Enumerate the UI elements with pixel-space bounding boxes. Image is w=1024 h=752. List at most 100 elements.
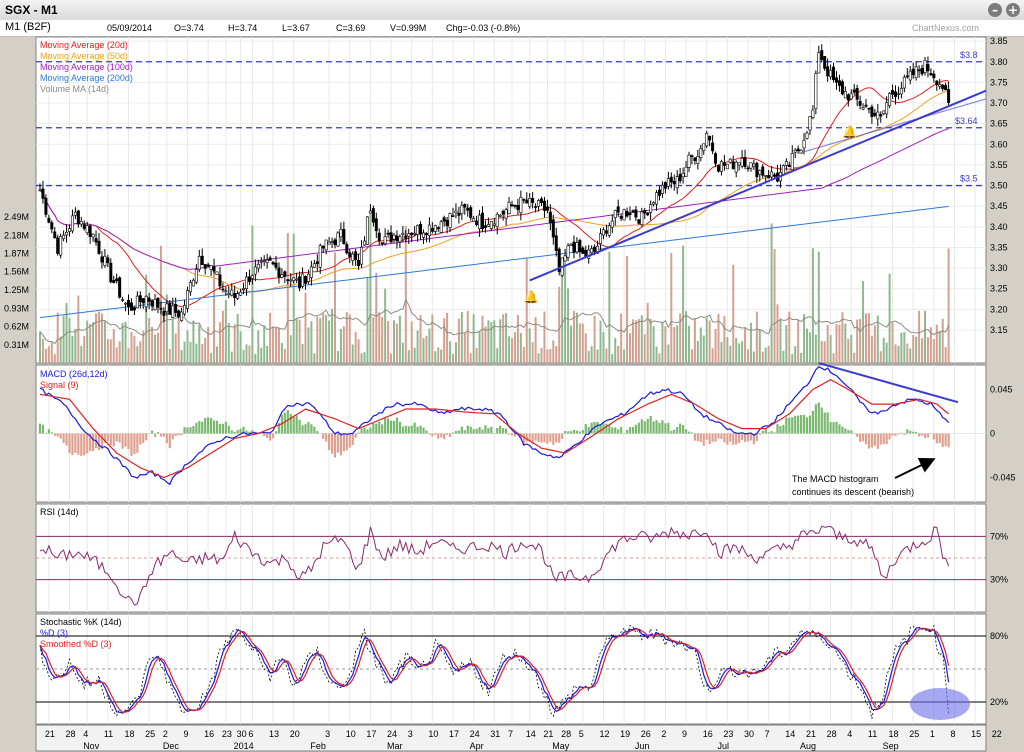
macd-histogram-bar [802,414,806,434]
candle-body [504,209,508,219]
macd-histogram-bar [714,433,717,442]
macd-histogram-bar [575,430,578,434]
macd-histogram-bar [478,427,481,434]
candle-body [557,248,561,272]
candle-body [395,235,399,242]
macd-histogram-bar [124,433,127,447]
macd-histogram-bar [460,426,463,434]
macd-histogram-bar [210,418,213,434]
candle-body [519,197,523,214]
stoch-smoothed-d-line [39,627,950,713]
level-label: $3.8 [960,50,978,60]
candle-body [292,277,296,281]
x-tick-label: 24 [387,729,397,739]
candle-body [463,204,467,208]
candle-body [702,143,706,151]
candle-body [734,161,738,173]
volume-bar [251,225,254,363]
candle-body [115,278,119,282]
macd-histogram-bar [41,424,45,434]
macd-histogram-bar [357,432,360,434]
macd-histogram-bar [646,418,649,434]
candle-body [215,271,219,275]
x-tick-label: 7 [765,729,770,739]
volume-bar [157,332,159,363]
volume-bar [879,351,882,363]
macd-histogram-bar [136,433,139,453]
candle-body [657,189,661,196]
price-tick-label: 3.80 [990,57,1008,67]
macd-histogram-bar [230,430,233,434]
volume-bar [168,348,171,363]
candle-body [781,165,785,175]
candle-body [424,233,428,236]
candle-body [430,228,434,232]
macd-histogram-bar [271,433,275,439]
macd-histogram-bar [876,433,879,449]
candle-body [693,157,697,161]
candle-body [183,304,187,315]
volume-bar [213,271,216,363]
candle-body [475,221,479,225]
candle-body [253,266,257,275]
candle-body [495,214,499,227]
x-tick-label: 17 [449,729,459,739]
volume-bar [86,320,89,363]
volume-bar [322,313,325,363]
volume-bar [183,341,186,363]
candle-body [669,176,673,183]
candle-body [814,73,818,109]
candle-body [141,298,145,304]
candle-body [575,242,579,253]
volume-ma-line [39,298,950,345]
candle-body [590,248,594,254]
x-month-label: 2014 [234,741,254,751]
volume-bar [171,319,174,363]
macd-histogram-bar [130,433,133,456]
volume-bar [269,312,272,363]
rsi-tick-label: 30% [990,575,1008,585]
macd-histogram-bar [705,433,708,440]
candle-body [696,156,700,164]
macd-histogram-bar [109,433,112,446]
macd-histogram-bar [915,432,918,434]
macd-histogram-bar [145,433,148,441]
macd-histogram-bar [938,433,941,444]
volume-bar [124,321,127,363]
low-label: L=3.67 [282,23,310,33]
price-tick-label: 3.50 [990,181,1008,191]
macd-legend-entry: MACD (26d,12d) [40,369,108,379]
macd-histogram-bar [749,433,753,441]
macd-histogram-bar [77,433,80,455]
macd-histogram-bar [50,432,53,434]
volume-bar [865,313,867,363]
volume-tick-label: 2.49M [4,212,29,222]
volume-bar [342,326,345,363]
candle-body [882,110,886,114]
minimize-icon[interactable]: – [988,3,1002,17]
macd-histogram-bar [507,433,511,435]
macd-histogram-bar [741,433,744,441]
x-tick-label: 24 [470,729,480,739]
macd-histogram-bar [702,433,705,446]
macd-histogram-bar [221,423,224,434]
macd-histogram-bar [448,433,452,437]
price-tick-label: 3.85 [990,36,1008,46]
macd-histogram-bar [906,429,909,434]
volume-bar [764,347,767,363]
candle-body [303,276,307,284]
candle-body [660,184,664,194]
volume-bar [68,317,71,363]
volume-bar [484,326,487,363]
macd-histogram-bar [811,410,814,434]
candle-body [905,75,909,78]
candle-body [640,211,644,225]
candle-body [604,230,608,234]
volume-bar [661,321,664,363]
macd-histogram-bar [826,412,829,434]
candle-body [631,210,635,213]
macd-histogram-bar [870,433,873,448]
candle-body [740,157,744,167]
maximize-icon[interactable]: + [1006,3,1020,17]
volume-bar [71,335,74,363]
